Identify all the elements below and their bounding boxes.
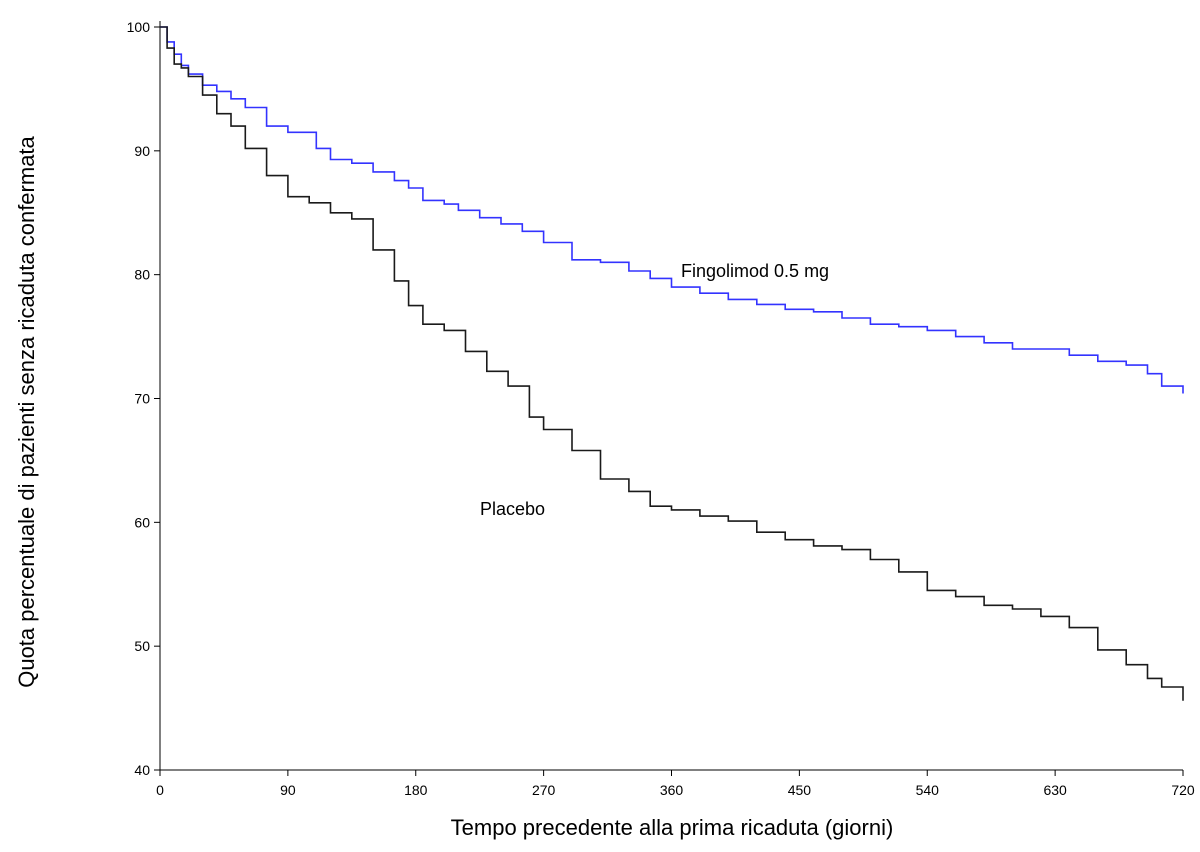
series-label-fingolimod: Fingolimod 0.5 mg <box>681 261 829 281</box>
series-line-fingolimod <box>160 26 1184 394</box>
x-tick-label: 270 <box>532 782 556 798</box>
x-tick-label: 540 <box>916 782 940 798</box>
y-tick-label: 40 <box>134 762 150 778</box>
y-tick-label: 70 <box>134 391 150 407</box>
y-tick-label: 80 <box>134 267 150 283</box>
x-tick-label: 450 <box>788 782 812 798</box>
y-tick-label: 100 <box>127 19 151 35</box>
series-lines <box>160 26 1184 701</box>
x-tick-label: 720 <box>1171 782 1195 798</box>
x-tick-label: 0 <box>156 782 164 798</box>
y-axis-title: Quota percentuale di pazienti senza rica… <box>14 135 39 687</box>
series-line-placebo <box>160 26 1184 701</box>
x-tick-label: 90 <box>280 782 296 798</box>
series-label-placebo: Placebo <box>480 499 545 519</box>
y-tick-label: 60 <box>134 514 150 530</box>
x-tick-label: 360 <box>660 782 684 798</box>
x-tick-label: 180 <box>404 782 428 798</box>
x-axis-title: Tempo precedente alla prima ricaduta (gi… <box>451 815 894 840</box>
x-axis-ticks: 0 90 180 270 360 450 540 630 720 <box>156 770 1195 798</box>
y-tick-label: 50 <box>134 638 150 654</box>
y-tick-label: 90 <box>134 143 150 159</box>
x-tick-label: 630 <box>1043 782 1067 798</box>
y-axis-ticks: 40 50 60 70 80 90 100 <box>127 19 160 778</box>
